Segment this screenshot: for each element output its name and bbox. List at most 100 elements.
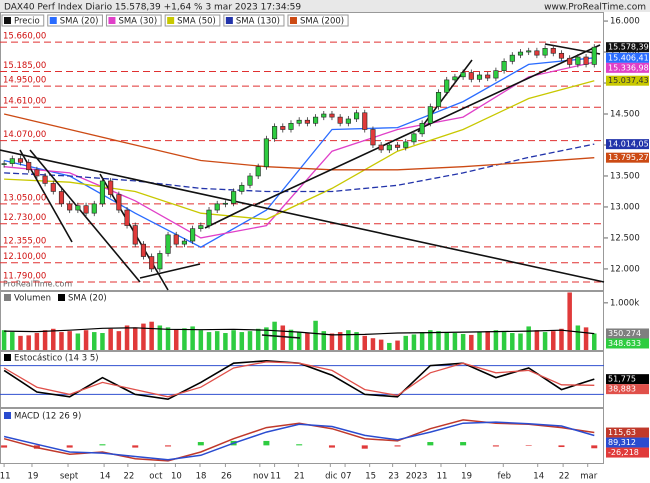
- volume-bar: [583, 327, 589, 350]
- x-tick-label: nov: [253, 472, 269, 482]
- legend-swatch: [167, 17, 175, 24]
- candle: [132, 225, 138, 245]
- candle: [17, 158, 24, 163]
- volume-bar: [387, 342, 392, 350]
- candle: [493, 70, 499, 79]
- panel-title: MACD (12 26 9): [14, 412, 81, 422]
- volume-bar: [231, 330, 236, 350]
- volume-bar: [182, 328, 187, 350]
- y-tick-label: 13.000: [610, 202, 640, 212]
- candle: [370, 129, 376, 146]
- candle: [419, 123, 425, 135]
- histogram-bar: [296, 444, 303, 446]
- trend-line: [139, 263, 201, 279]
- x-tick-label: 07: [341, 472, 352, 482]
- x-tick-label: 2023: [406, 472, 428, 482]
- legend-box: [47, 14, 103, 27]
- legend-label: SMA (30): [118, 17, 157, 27]
- trend-line: [261, 334, 301, 339]
- legend-swatch: [108, 17, 116, 24]
- legend-label: SMA (20): [60, 17, 99, 27]
- candle: [394, 144, 401, 148]
- volume-bar: [354, 332, 359, 350]
- candle: [42, 175, 48, 184]
- x-tick-label: 22: [559, 472, 570, 482]
- volume-bar: [444, 332, 449, 350]
- value-box: [606, 152, 649, 163]
- candle: [50, 183, 56, 192]
- volume-bar: [59, 332, 64, 350]
- trend-line: [0, 149, 605, 283]
- x-tick-label: 21: [294, 472, 305, 482]
- value-box: [606, 384, 649, 395]
- histogram-bar: [328, 445, 335, 448]
- candle: [386, 144, 392, 151]
- volume-bar: [469, 334, 474, 350]
- candle: [444, 79, 450, 93]
- value-box: [606, 338, 649, 349]
- y-tick-label: 13.500: [610, 171, 640, 181]
- candle: [255, 166, 261, 177]
- candle: [452, 76, 458, 81]
- volume-bar: [575, 325, 581, 350]
- candle: [526, 50, 532, 53]
- volume-bar: [542, 332, 548, 350]
- histogram-bar: [165, 445, 172, 447]
- volume-bar: [419, 332, 425, 350]
- candle: [460, 72, 466, 78]
- legend-swatch: [49, 17, 57, 24]
- candle: [534, 50, 540, 56]
- candle: [157, 253, 163, 270]
- volume-bar: [264, 327, 269, 350]
- candle: [124, 209, 130, 226]
- volume-bar: [75, 333, 81, 350]
- volume-bar: [296, 332, 302, 350]
- candle: [485, 74, 491, 79]
- series-line: [3, 113, 595, 171]
- y-tick-label: 12.500: [610, 233, 640, 243]
- candle: [501, 61, 507, 71]
- legend-swatch: [289, 17, 297, 24]
- candle: [337, 116, 343, 124]
- level-label: 14.610,00: [3, 97, 46, 107]
- candle: [296, 119, 302, 124]
- header-title: DAX40 Perf Index Diario 15.578,39 +1,64 …: [4, 3, 301, 13]
- candle: [476, 74, 483, 80]
- value-label: 15.037,43: [608, 76, 649, 85]
- volume-bar: [51, 328, 56, 350]
- level-label: 14.950,00: [3, 76, 46, 86]
- candle: [67, 203, 73, 211]
- legend-box: [105, 14, 162, 27]
- candle: [378, 144, 384, 151]
- histogram-bar: [361, 445, 368, 449]
- level-label: 15.660,00: [3, 32, 46, 42]
- volume-bar: [149, 321, 154, 350]
- volume-bar: [173, 329, 179, 350]
- candle: [108, 180, 114, 195]
- legend-swatch: [4, 17, 11, 24]
- volume-bar: [132, 327, 138, 350]
- volume-bar: [346, 330, 351, 350]
- candle: [198, 225, 204, 229]
- value-label: 13.795,27: [608, 153, 649, 162]
- volume-bar: [255, 328, 261, 350]
- volume-bar: [329, 333, 335, 350]
- value-box: [606, 52, 649, 63]
- candle: [206, 209, 212, 226]
- legend-swatch: [4, 354, 11, 361]
- series-line: [3, 361, 595, 398]
- candle: [362, 112, 368, 130]
- volume-bar: [592, 333, 597, 350]
- legend-label: SMA (200): [300, 17, 344, 27]
- volume-bar: [42, 330, 48, 350]
- volume-bar: [370, 338, 376, 350]
- candle: [34, 169, 40, 177]
- candle: [58, 191, 65, 205]
- histogram-bar: [394, 445, 401, 447]
- legend-box: [1, 14, 45, 27]
- volume-bar: [34, 333, 40, 350]
- candle: [83, 205, 89, 214]
- x-tick-label: 14: [100, 472, 111, 482]
- candle: [1, 163, 7, 165]
- volume-bar: [362, 335, 368, 350]
